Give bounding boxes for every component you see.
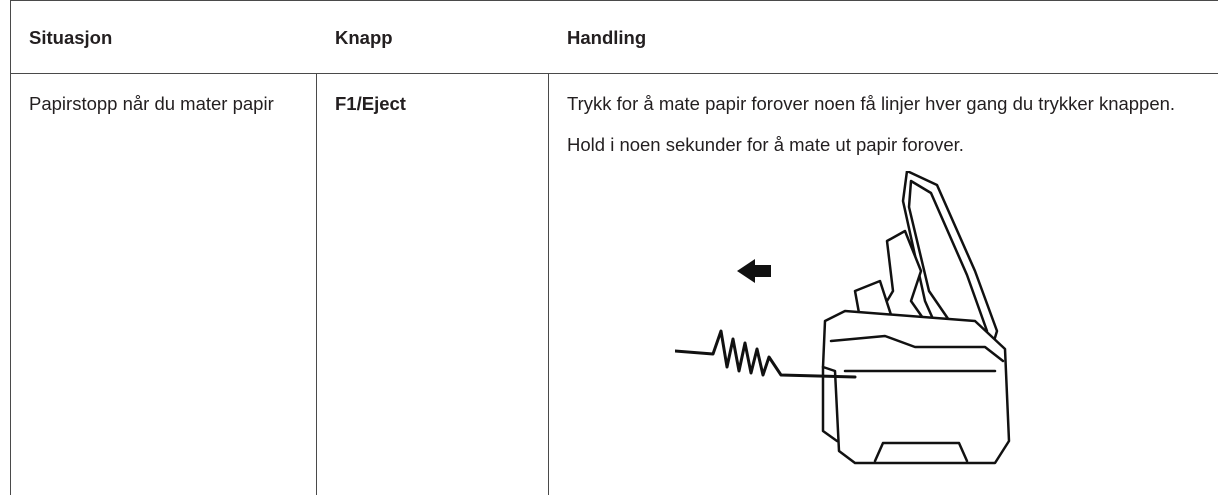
paragraph: Trykk for å mate papir forover noen få l… bbox=[567, 93, 1176, 114]
paragraph: Hold i noen sekunder for å mate ut papir… bbox=[567, 134, 964, 155]
header-cell: Handling bbox=[548, 0, 1218, 74]
cell: Papirstopp når du mater papir bbox=[10, 73, 317, 495]
header-cell: Knapp bbox=[316, 0, 549, 74]
cell: F1/Eject bbox=[316, 73, 549, 495]
header-row: Situasjon Knapp Handling bbox=[10, 0, 1218, 74]
table: Situasjon Knapp Handling Papirstopp når … bbox=[10, 0, 1218, 495]
printer-illustration bbox=[675, 171, 1011, 465]
cell: Trykk for å mate papir forover noen få l… bbox=[548, 73, 1218, 495]
body-row: Papirstopp når du mater papir F1/Eject T… bbox=[10, 73, 1218, 495]
header-cell: Situasjon bbox=[10, 0, 317, 74]
